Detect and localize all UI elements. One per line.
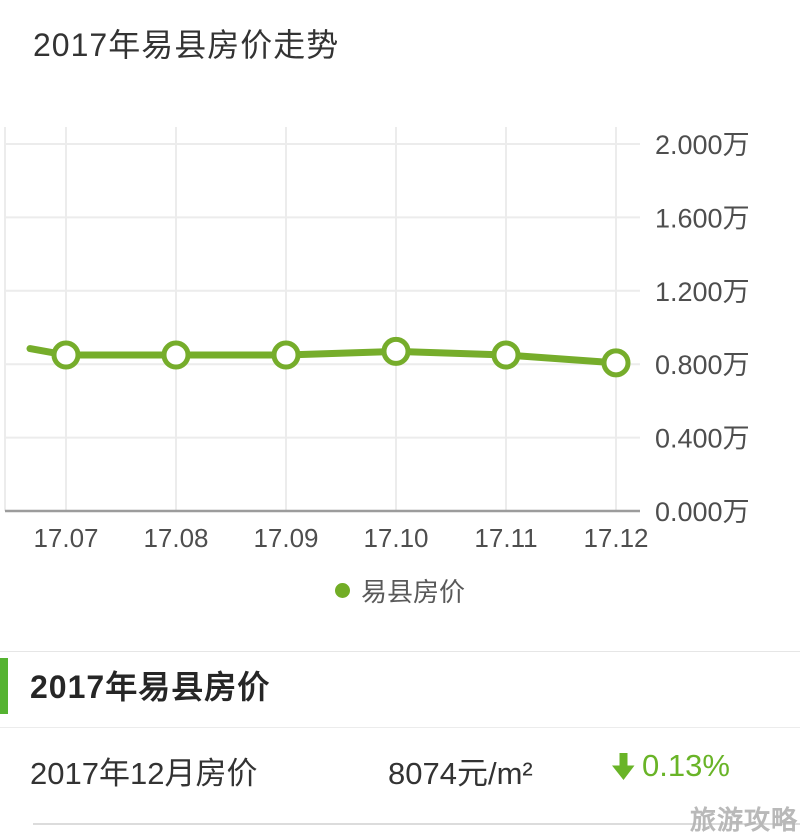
- legend-label: 易县房价: [360, 576, 465, 607]
- chart-title: 2017年易县房价走势: [33, 27, 340, 63]
- y-tick-label: 1.200万: [655, 277, 750, 307]
- price-marker[interactable]: [51, 340, 81, 370]
- section-top-divider: [0, 651, 800, 652]
- y-tick-label: 0.000万: [655, 497, 750, 527]
- x-tick-label: 17.12: [583, 523, 648, 553]
- x-tick-label: 17.11: [474, 523, 537, 553]
- section-heading-divider: [0, 727, 800, 728]
- price-marker[interactable]: [491, 340, 521, 370]
- watermark: 旅游攻略: [689, 805, 798, 835]
- x-tick-label: 17.07: [33, 523, 98, 553]
- bottom-divider: [33, 823, 800, 825]
- price-marker[interactable]: [601, 348, 631, 378]
- change-percent: 0.13%: [642, 748, 730, 783]
- month-price-value: 8074元/m²: [388, 756, 533, 791]
- month-price-change: 0.13%: [612, 748, 730, 784]
- arrow-down-icon: [612, 752, 635, 780]
- y-tick-label: 1.600万: [655, 203, 750, 233]
- y-tick-label: 0.400万: [655, 424, 750, 454]
- section-accent-bar: [0, 658, 8, 714]
- x-tick-label: 17.08: [143, 523, 208, 553]
- legend-dot-icon: [334, 582, 350, 598]
- price-chart[interactable]: 2.000万 1.600万 1.200万 0.800万 0.400万 0.000万 17.0…: [0, 110, 800, 570]
- price-marker[interactable]: [381, 336, 411, 366]
- y-tick-label: 2.000万: [655, 130, 750, 160]
- x-tick-label: 17.10: [363, 523, 428, 553]
- price-marker[interactable]: [161, 340, 191, 370]
- section-heading: 2017年易县房价: [30, 669, 271, 705]
- x-tick-label: 17.09: [253, 523, 318, 553]
- month-price-label: 2017年12月房价: [30, 756, 258, 791]
- chart-legend: 易县房价: [0, 576, 800, 607]
- price-line: [26, 345, 620, 367]
- y-tick-label: 0.800万: [655, 350, 750, 380]
- price-marker[interactable]: [271, 340, 301, 370]
